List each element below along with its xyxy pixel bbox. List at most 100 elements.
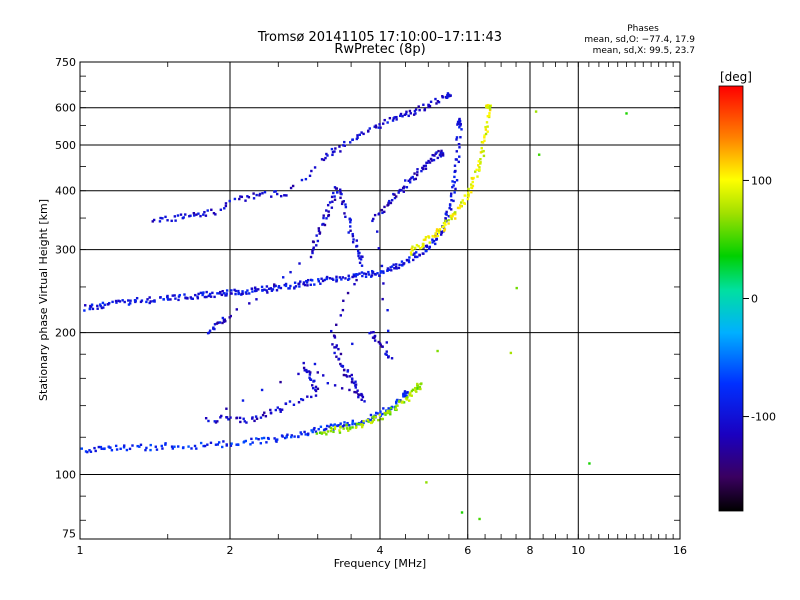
- data-point: [488, 107, 492, 110]
- data-point: [247, 196, 251, 199]
- data-point: [466, 191, 470, 194]
- data-point: [406, 396, 409, 399]
- data-point: [260, 388, 264, 392]
- data-point: [314, 430, 318, 433]
- data-point: [343, 144, 347, 147]
- data-point: [416, 255, 419, 259]
- data-point: [269, 408, 272, 412]
- data-point: [155, 448, 159, 451]
- data-point: [379, 343, 382, 346]
- data-point: [354, 275, 358, 278]
- data-point: [311, 251, 314, 255]
- data-point: [219, 290, 222, 294]
- data-point: [208, 292, 212, 296]
- data-point: [173, 294, 176, 297]
- data-point: [416, 173, 419, 177]
- data-point: [215, 322, 219, 325]
- data-point: [318, 231, 322, 234]
- data-point: [459, 201, 463, 204]
- data-point: [265, 289, 268, 292]
- data-point: [372, 418, 376, 422]
- data-point: [252, 197, 256, 200]
- data-point: [409, 251, 413, 254]
- data-point: [428, 245, 432, 249]
- data-point: [266, 291, 269, 294]
- data-point: [179, 213, 183, 216]
- data-point: [250, 417, 254, 420]
- data-point: [303, 283, 307, 287]
- data-point: [354, 386, 357, 389]
- data-point: [433, 235, 437, 238]
- data-point: [347, 277, 351, 280]
- data-point: [305, 281, 309, 284]
- data-point: [311, 430, 314, 434]
- data-point: [364, 275, 368, 278]
- data-point: [364, 272, 368, 276]
- y-tick-label: 200: [55, 327, 76, 340]
- data-point: [201, 293, 204, 297]
- data-point: [444, 219, 447, 222]
- data-point: [440, 230, 444, 234]
- data-point: [483, 134, 486, 137]
- data-point: [401, 264, 404, 267]
- data-point: [209, 441, 213, 445]
- data-point: [178, 293, 181, 297]
- data-point: [412, 253, 415, 256]
- data-point: [202, 291, 205, 294]
- data-point: [427, 103, 430, 107]
- data-point: [220, 414, 223, 418]
- data-point: [381, 297, 384, 301]
- x-tick-label: 4: [377, 544, 384, 557]
- data-point: [211, 291, 214, 295]
- data-point: [351, 419, 355, 423]
- data-point: [158, 220, 162, 223]
- data-point: [100, 447, 103, 450]
- x-axis-ticks: 1 2 4 6 8 10 16: [77, 62, 687, 557]
- data-point: [444, 212, 447, 216]
- data-point: [189, 214, 192, 217]
- data-point: [288, 400, 292, 403]
- data-point: [244, 439, 248, 443]
- data-point: [145, 446, 148, 450]
- data-point: [167, 298, 170, 301]
- data-point: [229, 416, 232, 419]
- data-point: [402, 392, 405, 396]
- data-point: [230, 292, 233, 295]
- data-point: [222, 320, 226, 323]
- data-point: [219, 208, 223, 211]
- data-point: [625, 112, 628, 115]
- data-point: [471, 180, 474, 184]
- y-tick-label: 600: [55, 102, 76, 115]
- data-point: [416, 382, 419, 386]
- data-point: [454, 217, 457, 220]
- data-point: [411, 175, 414, 179]
- data-point: [385, 411, 388, 415]
- data-point: [311, 384, 314, 387]
- data-point: [326, 381, 330, 385]
- data-point: [246, 195, 249, 198]
- x-tick-label: 1: [77, 544, 84, 557]
- data-point: [298, 285, 301, 288]
- data-point: [354, 380, 357, 383]
- data-point: [306, 395, 309, 398]
- data-point: [333, 150, 336, 153]
- data-point: [275, 192, 279, 196]
- y-tick-label: 400: [55, 185, 76, 198]
- data-point: [339, 425, 342, 429]
- data-point: [411, 245, 414, 248]
- data-point: [509, 351, 513, 355]
- data-point: [325, 209, 328, 212]
- data-point: [159, 296, 162, 299]
- data-point: [406, 391, 409, 394]
- data-point: [312, 248, 315, 251]
- data-point: [228, 199, 231, 203]
- data-point: [379, 126, 382, 129]
- data-point: [382, 271, 385, 275]
- data-point: [324, 427, 328, 431]
- data-point: [485, 104, 488, 107]
- data-point: [170, 219, 173, 223]
- colorbar-ticks: -100 0 100: [743, 174, 776, 424]
- data-point: [357, 395, 360, 399]
- y-tick-label: 75: [62, 527, 76, 540]
- data-point: [416, 171, 419, 174]
